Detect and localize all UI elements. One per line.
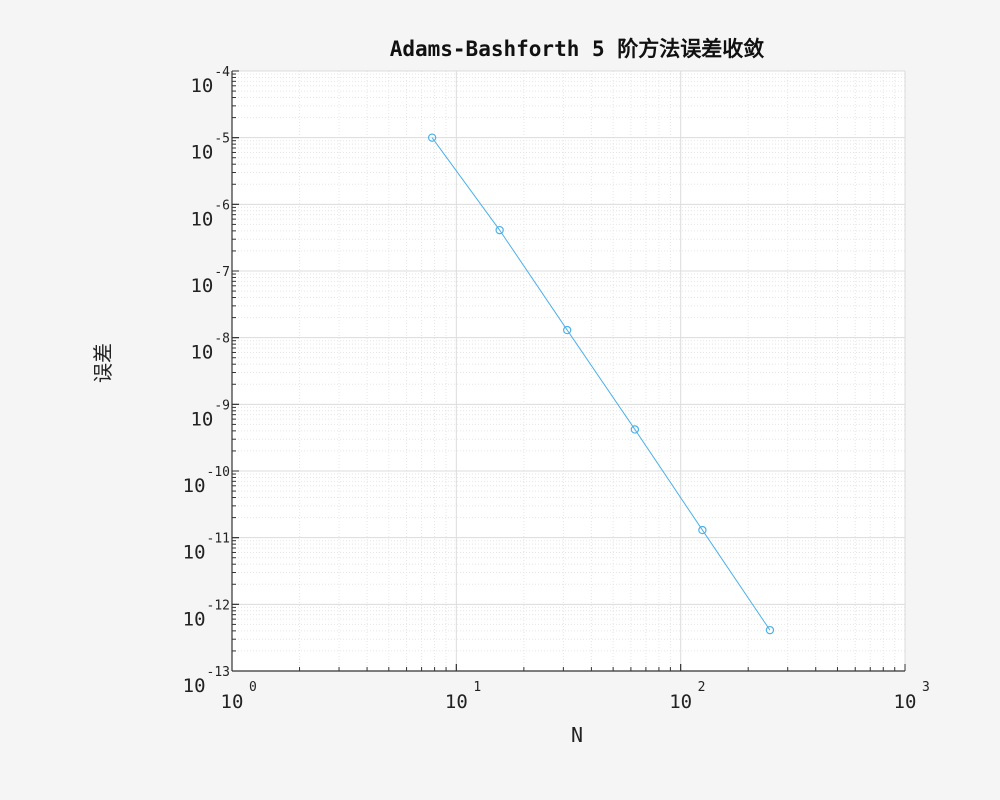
y-tick-exponent: -10 — [207, 465, 230, 480]
data-point-marker — [495, 225, 504, 235]
y-tick-exponent: -6 — [214, 198, 230, 213]
y-tick-label: 10 — [190, 75, 213, 97]
y-tick-label: 10 — [190, 208, 213, 230]
y-tick-label: 10 — [183, 542, 206, 564]
x-tick-exponent: 0 — [249, 680, 257, 695]
data-point-marker — [562, 325, 572, 335]
series-line — [431, 137, 771, 631]
y-axis-label: 误差 — [91, 343, 115, 383]
data-point-marker — [698, 525, 707, 535]
y-tick-labels: -410-510-610-710-810-910-1010-1110-1210-… — [183, 65, 231, 697]
x-tick-label: 10 — [669, 691, 692, 713]
x-tick-label: 10 — [445, 691, 468, 713]
x-tick-exponent: 3 — [922, 680, 930, 695]
y-tick-label: 10 — [183, 675, 206, 697]
data-point-marker — [427, 133, 437, 142]
y-tick-label: 10 — [190, 342, 213, 364]
data-point-marker — [630, 425, 640, 434]
y-tick-label: 10 — [183, 608, 206, 630]
x-tick-label: 10 — [221, 691, 244, 713]
x-tick-exponent: 1 — [473, 680, 481, 695]
y-tick-exponent: -5 — [214, 132, 230, 147]
axes — [231, 70, 906, 672]
y-tick-exponent: -9 — [214, 398, 230, 413]
y-tick-exponent: -7 — [214, 265, 230, 280]
y-tick-label: 10 — [190, 408, 213, 430]
y-tick-exponent: -13 — [207, 665, 230, 680]
y-tick-exponent: -12 — [207, 598, 230, 613]
y-tick-label: 10 — [190, 275, 213, 297]
y-tick-exponent: -11 — [207, 532, 230, 547]
x-tick-labels: 10 0 10 1 10 2 10 3 — [221, 680, 930, 713]
chart-title: Adams-Bashforth 5 阶方法误差收敛 — [390, 37, 765, 61]
series-layer — [427, 133, 775, 635]
minor-grid — [232, 71, 905, 671]
x-tick-label: 10 — [894, 691, 917, 713]
x-axis-label: N — [571, 723, 583, 747]
plot-area — [232, 71, 905, 671]
x-tick-exponent: 2 — [698, 680, 706, 695]
y-tick-label: 10 — [183, 475, 206, 497]
y-tick-label: 10 — [190, 142, 213, 164]
y-tick-exponent: -4 — [214, 65, 230, 80]
y-tick-exponent: -8 — [214, 332, 230, 347]
data-point-marker — [765, 625, 775, 635]
